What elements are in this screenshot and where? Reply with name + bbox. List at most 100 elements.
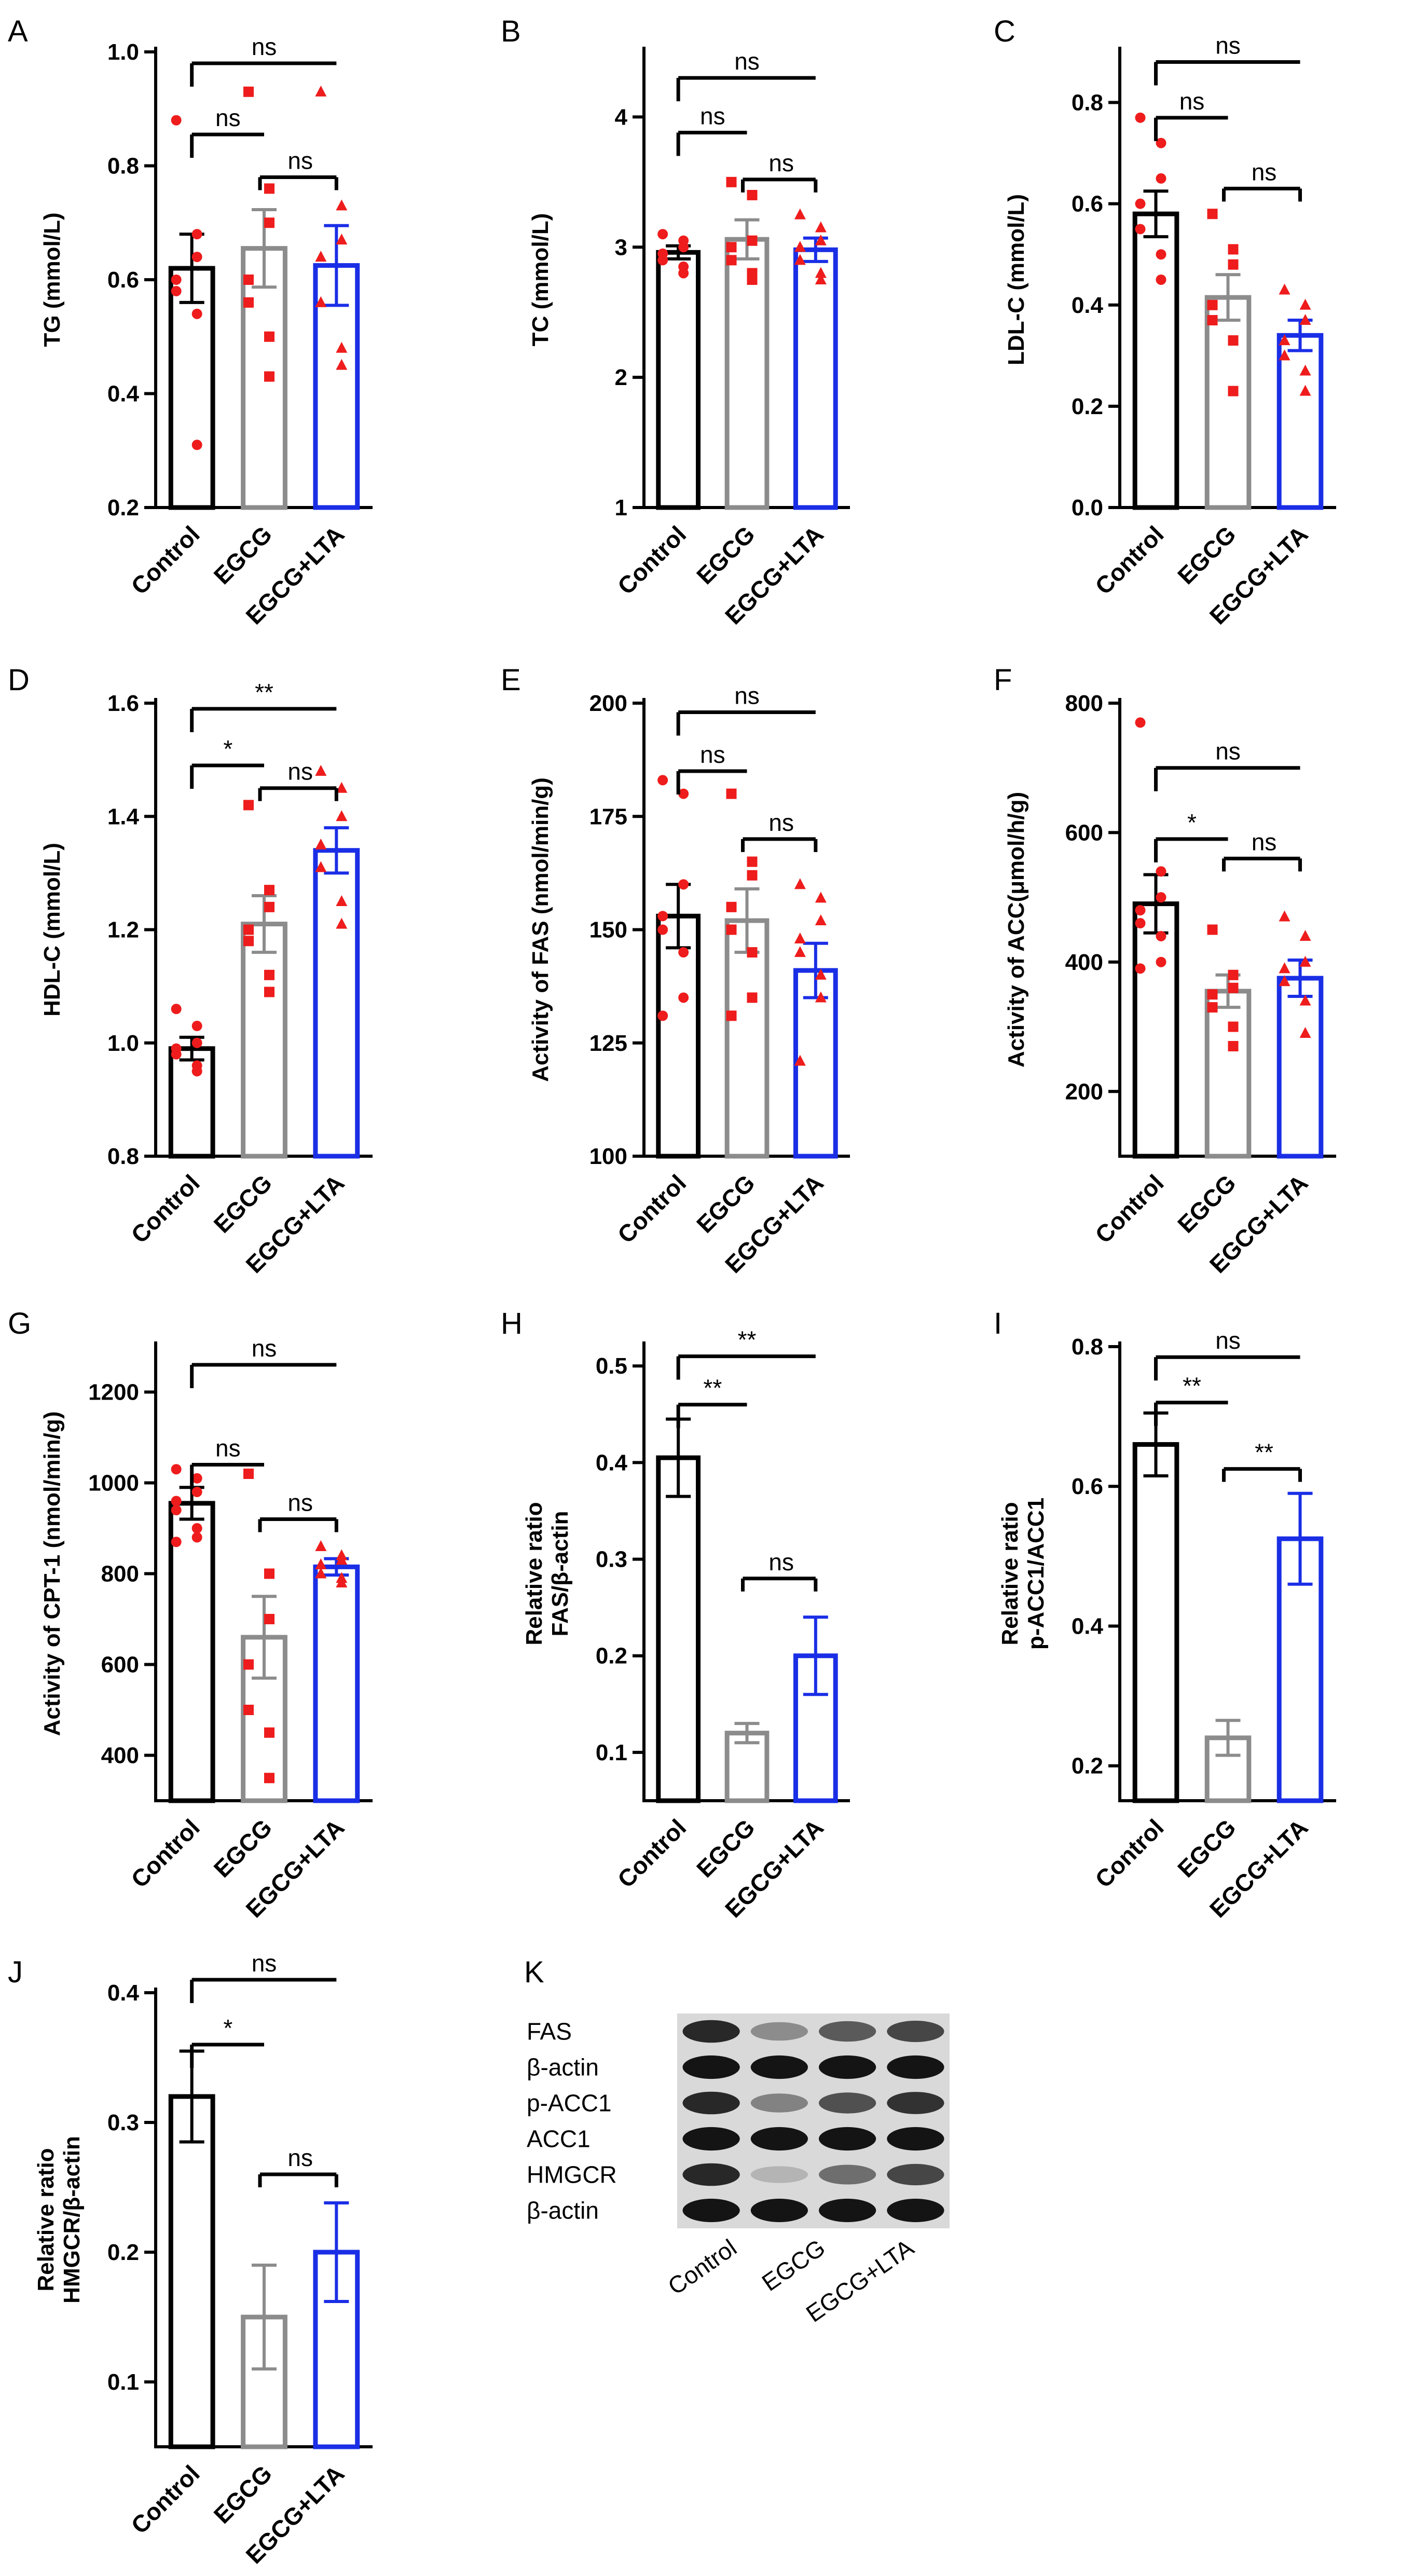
data-point xyxy=(747,947,758,958)
data-point xyxy=(315,861,327,872)
blot-band xyxy=(682,2091,740,2115)
y-axis-label-line: HDL-C (mmol/L) xyxy=(39,843,65,1017)
data-point xyxy=(815,267,827,278)
data-point xyxy=(171,1505,182,1515)
data-point xyxy=(794,254,806,265)
panel-letter: H xyxy=(501,1307,523,1340)
data-point xyxy=(315,251,327,262)
panel-letter: K xyxy=(524,1955,544,1989)
y-axis-label: TC (mmol/L) xyxy=(528,213,553,347)
panel-letter: G xyxy=(8,1307,31,1340)
panel-letter: E xyxy=(501,663,521,697)
data-point xyxy=(336,1577,348,1587)
significance-label: ns xyxy=(215,104,241,131)
y-axis-label-line: LDL-C (mmol/L) xyxy=(1004,194,1029,365)
data-point xyxy=(1156,866,1166,877)
y-tick-label: 2 xyxy=(615,365,627,390)
blot-band xyxy=(887,2020,944,2043)
blot-band xyxy=(682,2163,740,2186)
significance-label: ns xyxy=(287,147,313,174)
data-point xyxy=(726,901,737,912)
blot-band xyxy=(887,2055,944,2079)
data-point xyxy=(264,371,274,382)
y-tick-label: 125 xyxy=(589,1031,627,1056)
significance-label: ** xyxy=(1183,1373,1201,1400)
significance-label: ns xyxy=(700,741,725,768)
data-point xyxy=(726,255,737,266)
data-point xyxy=(171,1464,182,1475)
blot-band xyxy=(750,2166,808,2183)
data-point xyxy=(1156,956,1166,967)
y-tick-label: 600 xyxy=(1065,820,1103,845)
data-point xyxy=(1228,386,1239,396)
panel-letter: D xyxy=(8,663,30,697)
data-point xyxy=(1207,315,1218,326)
data-point xyxy=(678,268,689,279)
blot-band xyxy=(682,2198,740,2223)
data-point xyxy=(815,892,827,903)
data-point xyxy=(336,1554,348,1565)
y-tick-label: 1.0 xyxy=(107,1031,139,1056)
significance-label: ns xyxy=(252,1335,277,1362)
data-point xyxy=(264,885,274,896)
significance-label: ns xyxy=(252,33,277,60)
significance-label: ns xyxy=(1215,738,1241,765)
data-point xyxy=(1228,259,1239,270)
y-tick-label: 0.0 xyxy=(1072,495,1103,520)
blot-row-label: FAS xyxy=(527,2018,572,2045)
data-point xyxy=(1135,717,1146,728)
significance-label: ns xyxy=(768,149,794,176)
y-tick-label: 200 xyxy=(589,691,627,716)
data-point xyxy=(747,235,758,246)
data-point xyxy=(315,838,327,849)
data-point xyxy=(243,275,254,285)
y-tick-label: 0.8 xyxy=(107,154,139,179)
data-point xyxy=(171,1049,182,1060)
y-axis-label: HDL-C (mmol/L) xyxy=(39,843,65,1017)
y-tick-label: 400 xyxy=(1065,950,1103,975)
y-tick-label: 0.8 xyxy=(1072,90,1103,116)
y-tick-label: 0.2 xyxy=(107,495,139,520)
data-point xyxy=(315,85,327,97)
data-point xyxy=(336,810,348,821)
data-point xyxy=(1299,385,1311,396)
y-axis-label-line: Activity of ACC(μmol/h/g) xyxy=(1004,792,1029,1067)
blot-band xyxy=(682,2020,740,2043)
data-point xyxy=(1135,905,1146,916)
y-tick-label: 0.2 xyxy=(107,2240,139,2265)
panel-letter: B xyxy=(501,15,521,48)
y-axis-label: Relative ratioFAS/β-actin xyxy=(521,1502,573,1645)
data-point xyxy=(1156,249,1166,260)
data-point xyxy=(657,911,668,922)
significance-label: ns xyxy=(1179,88,1205,115)
data-point xyxy=(1279,910,1291,922)
significance-label: ** xyxy=(1255,1439,1273,1466)
y-tick-label: 200 xyxy=(1065,1079,1103,1104)
data-point xyxy=(1207,989,1218,1000)
blot-row-label: p-ACC1 xyxy=(527,2090,612,2117)
y-axis-label-line: Relative ratio xyxy=(521,1502,547,1645)
panel-letter: J xyxy=(8,1955,23,1989)
data-point xyxy=(1135,963,1146,974)
blot-row-label: β-actin xyxy=(527,2054,599,2081)
data-point xyxy=(657,229,668,240)
blot-band xyxy=(750,2055,808,2079)
data-point xyxy=(1299,298,1311,310)
data-point xyxy=(815,221,827,232)
data-point xyxy=(171,115,182,126)
data-point xyxy=(315,296,327,307)
data-point xyxy=(726,176,737,187)
data-point xyxy=(1279,334,1291,346)
significance-label: ns xyxy=(215,1435,241,1462)
data-point xyxy=(678,947,689,958)
data-point xyxy=(264,986,274,997)
data-point xyxy=(1228,244,1239,255)
y-axis-label-line: Activity of FAS (nmol/min/g) xyxy=(528,777,553,1082)
y-tick-label: 800 xyxy=(101,1561,139,1587)
significance-label: ns xyxy=(700,103,725,130)
data-point xyxy=(191,1487,202,1497)
significance-label: ns xyxy=(768,809,794,836)
data-point xyxy=(315,1540,327,1551)
